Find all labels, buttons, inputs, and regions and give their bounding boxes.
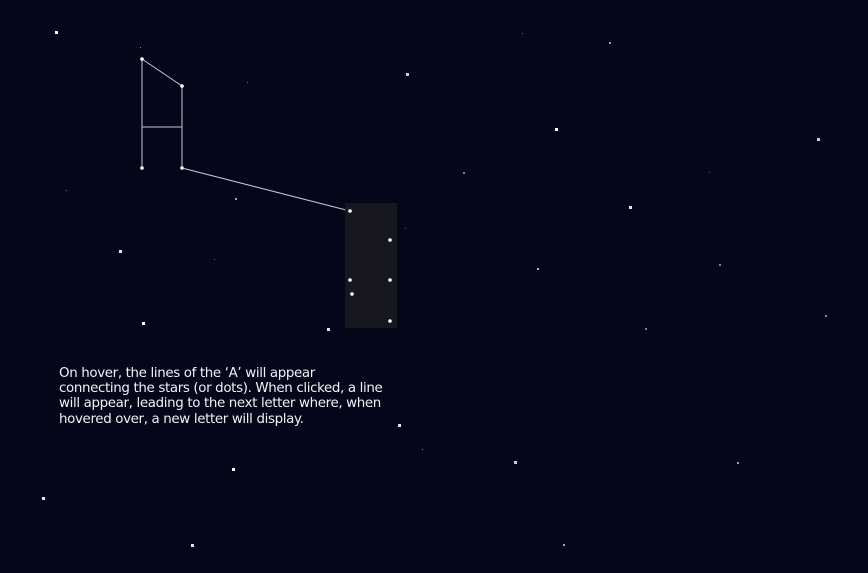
letter-a-constellation (141, 58, 183, 168)
connector-line (181, 167, 351, 212)
star (825, 315, 827, 317)
star (191, 544, 194, 547)
star (140, 57, 144, 61)
star (629, 206, 632, 209)
star (398, 424, 401, 427)
star (232, 468, 235, 471)
star (214, 259, 215, 260)
star (327, 328, 330, 331)
star (537, 268, 539, 270)
letter-a-stars (140, 57, 184, 170)
star (140, 47, 141, 48)
background-stars (42, 31, 827, 547)
star (42, 497, 45, 500)
star (405, 228, 406, 229)
star (514, 461, 517, 464)
star (247, 82, 248, 83)
star (406, 73, 409, 76)
star (348, 209, 352, 213)
star (235, 198, 237, 200)
star (563, 544, 565, 546)
star (66, 190, 67, 191)
star (555, 128, 558, 131)
star (388, 319, 392, 323)
star (709, 172, 710, 173)
star (817, 138, 820, 141)
next-letter-hover-zone[interactable] (345, 203, 397, 328)
star (719, 264, 721, 266)
star (348, 278, 352, 282)
star (180, 166, 184, 170)
next-letter-stars (348, 209, 392, 323)
instructions-caption: On hover, the lines of the ‘A’ will appe… (59, 366, 383, 427)
star (388, 238, 392, 242)
star (522, 33, 523, 34)
star (119, 250, 122, 253)
star (350, 292, 354, 296)
star (737, 462, 739, 464)
star (463, 172, 465, 174)
star (140, 166, 144, 170)
constellation-line (141, 58, 183, 87)
star (55, 31, 58, 34)
star (609, 42, 611, 44)
star (422, 449, 423, 450)
star (142, 322, 145, 325)
star (645, 328, 647, 330)
star (180, 84, 184, 88)
star (388, 278, 392, 282)
